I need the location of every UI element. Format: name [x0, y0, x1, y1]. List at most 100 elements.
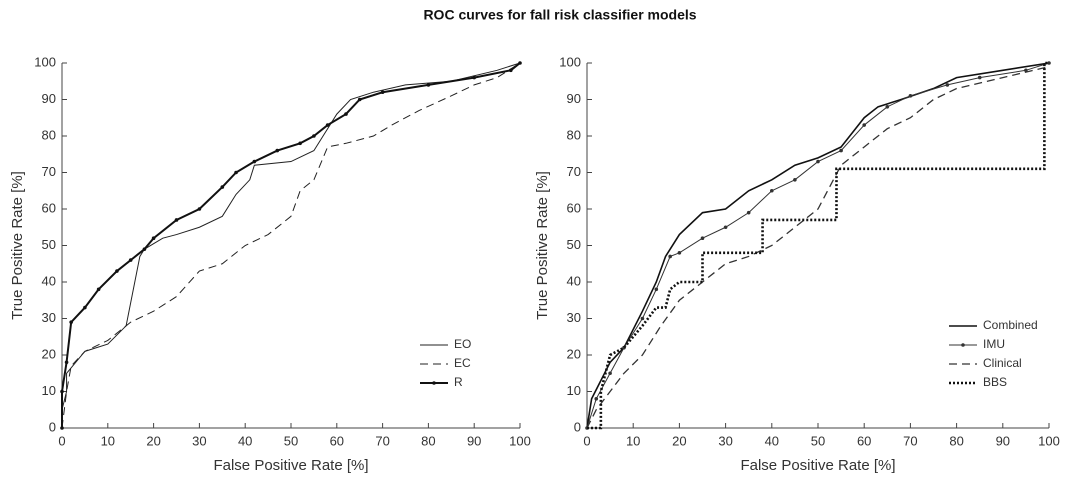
legend-label: Combined — [983, 318, 1038, 332]
roc-point — [174, 218, 179, 222]
x-tick-label: 70 — [903, 433, 917, 448]
y-tick-label: 80 — [567, 127, 581, 142]
y-tick-label: 90 — [42, 91, 56, 106]
x-tick-label: 70 — [375, 433, 389, 448]
y-axis-label: True Positive Rate [%] — [534, 171, 551, 320]
roc-point — [60, 426, 64, 430]
roc-point — [357, 97, 362, 102]
x-tick-label: 30 — [192, 433, 206, 448]
roc-line — [586, 62, 1050, 429]
x-tick-label: 100 — [509, 433, 531, 448]
roc-point — [197, 207, 202, 211]
roc-line — [61, 62, 521, 428]
x-tick-label: 50 — [284, 433, 298, 448]
legend-label: EO — [454, 337, 471, 351]
roc-point — [151, 236, 156, 240]
x-tick-label: 40 — [238, 433, 252, 448]
roc-point — [312, 134, 316, 138]
x-tick-label: 20 — [146, 433, 160, 448]
y-tick-label: 20 — [567, 346, 581, 361]
roc-point — [518, 61, 522, 65]
x-tick-label: 90 — [996, 433, 1010, 448]
y-tick-label: 10 — [42, 383, 56, 398]
y-axis-label: True Positive Rate [%] — [9, 171, 26, 320]
roc-point — [234, 170, 238, 175]
y-tick-label: 20 — [42, 346, 56, 361]
y-tick-label: 40 — [567, 273, 581, 288]
roc-point — [275, 148, 280, 153]
roc-line — [61, 62, 521, 429]
y-tick-label: 50 — [567, 237, 581, 252]
roc-point — [115, 269, 119, 273]
roc-point — [344, 112, 348, 116]
x-tick-label: 80 — [949, 433, 963, 448]
roc-line — [61, 62, 521, 428]
roc-point — [723, 225, 728, 230]
roc-point — [668, 254, 672, 259]
roc-point — [298, 141, 302, 146]
roc-point — [128, 258, 133, 262]
y-tick-label: 80 — [42, 127, 56, 142]
y-tick-label: 50 — [42, 237, 56, 252]
x-tick-label: 40 — [765, 433, 779, 448]
roc-point — [770, 188, 774, 193]
roc-point — [677, 251, 682, 255]
x-tick-label: 10 — [626, 433, 640, 448]
roc-point — [69, 320, 73, 324]
x-tick-label: 0 — [58, 433, 65, 448]
roc-point — [793, 178, 797, 182]
legend-label: BBS — [983, 375, 1007, 389]
roc-line — [586, 62, 1050, 429]
x-tick-label: 50 — [811, 433, 825, 448]
roc-point — [325, 123, 330, 127]
legend-marker — [432, 381, 436, 385]
y-tick-label: 10 — [567, 383, 581, 398]
x-tick-label: 0 — [583, 433, 590, 448]
roc-point — [426, 83, 431, 87]
roc-point — [977, 75, 982, 80]
x-tick-label: 80 — [421, 433, 435, 448]
x-tick-label: 10 — [101, 433, 115, 448]
figure-title: ROC curves for fall risk classifier mode… — [423, 7, 696, 23]
roc-point — [509, 68, 513, 73]
roc-point — [472, 75, 477, 80]
y-tick-label: 30 — [42, 310, 56, 325]
legend-label: IMU — [983, 337, 1005, 351]
legend-label: Clinical — [983, 356, 1022, 370]
x-tick-label: 60 — [330, 433, 344, 448]
roc-point — [83, 305, 87, 310]
roc-point — [594, 397, 599, 401]
roc-point — [252, 159, 257, 164]
x-tick-label: 30 — [718, 433, 732, 448]
legend-label: R — [454, 375, 463, 389]
roc-point — [380, 90, 385, 94]
y-tick-label: 0 — [574, 419, 581, 434]
y-tick-label: 70 — [42, 164, 56, 179]
roc-point — [640, 316, 645, 321]
y-tick-label: 30 — [567, 310, 581, 325]
y-tick-label: 100 — [34, 54, 56, 69]
y-tick-label: 60 — [567, 200, 581, 215]
x-tick-label: 20 — [672, 433, 686, 448]
legend-label: EC — [454, 356, 471, 370]
y-tick-label: 60 — [42, 200, 56, 215]
roc-point — [60, 389, 64, 394]
y-tick-label: 70 — [567, 164, 581, 179]
roc-point — [1047, 61, 1051, 65]
roc-point — [839, 148, 843, 153]
roc-point — [700, 236, 705, 240]
y-tick-label: 100 — [559, 54, 581, 69]
x-tick-label: 90 — [467, 433, 481, 448]
y-tick-label: 0 — [49, 419, 56, 434]
roc-point — [654, 287, 659, 292]
roc-point — [816, 159, 820, 164]
roc-point — [746, 210, 751, 215]
x-axis-label: False Positive Rate [%] — [213, 457, 368, 474]
y-tick-label: 40 — [42, 273, 56, 288]
roc-point — [1024, 68, 1028, 73]
roc-point — [64, 360, 69, 365]
roc-line — [587, 61, 1049, 430]
roc-point — [220, 185, 225, 189]
x-tick-label: 100 — [1038, 433, 1060, 448]
